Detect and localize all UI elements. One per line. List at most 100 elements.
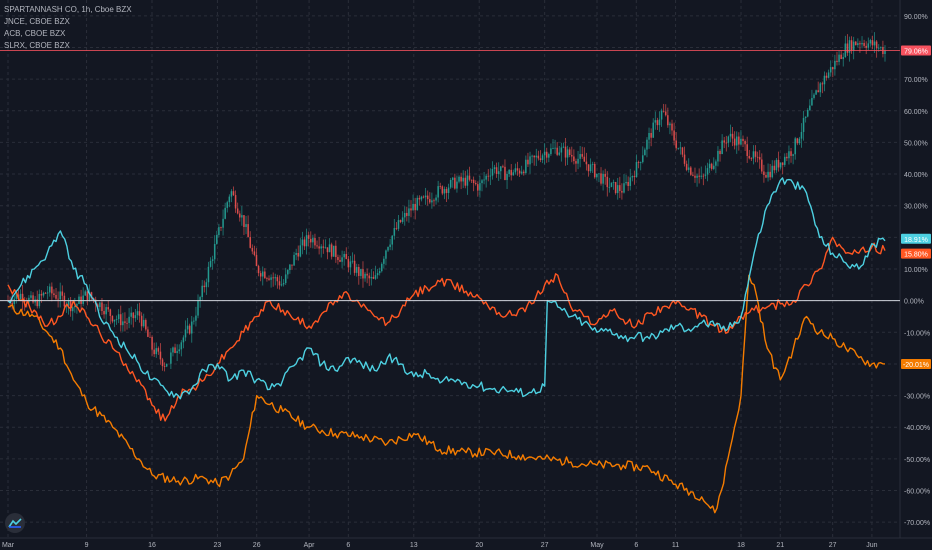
main-bar [550,148,552,155]
main-bar [466,175,469,186]
main-bar [685,163,688,170]
main-bar [654,120,657,123]
legend-main-symbol[interactable]: SPARTANNASH CO, 1h, Cboe BZX [4,5,132,14]
main-bar [481,180,483,184]
main-bar [763,171,765,176]
main-bar [520,171,523,174]
comparison-series [7,177,886,514]
main-bar [439,186,442,187]
main-bar [771,165,774,178]
main-bar [846,43,849,53]
main-bar [11,302,13,304]
main-bar [19,293,22,299]
main-bar [531,155,533,157]
main-bar [408,208,410,216]
main-bar [817,90,819,93]
main-bar [836,60,838,62]
main-bar [347,259,350,268]
main-bar [754,151,757,157]
main-bar [376,273,379,276]
legend-item-acb[interactable]: ACB, CBOE BZX [4,29,66,38]
main-bar [721,140,723,155]
main-bar [769,171,771,178]
main-bar [631,176,634,178]
main-bar [111,315,114,322]
main-bar [865,45,868,48]
main-bar [428,199,431,203]
main-bar [42,292,45,296]
main-bar [385,250,387,259]
main-bar [226,202,229,208]
main-bar [132,312,135,319]
main-bar [395,228,398,229]
main-bar [696,175,698,178]
main-bar [266,278,268,279]
main-bar [349,261,352,268]
main-bar [88,292,91,301]
main-bar [445,189,448,194]
main-bar [829,67,832,73]
main-bar [819,83,822,93]
x-tick-label: Mar [2,542,15,549]
x-tick-label: 6 [346,542,350,549]
main-bar [186,325,189,330]
main-bar [205,282,208,288]
reference-lines [0,49,900,302]
legend-item-jnce[interactable]: JNCE, CBOE BZX [4,17,70,26]
main-bar [506,174,508,180]
main-bar [629,177,632,186]
main-bar [126,322,128,324]
main-bar [694,175,696,178]
main-bar [861,42,863,45]
last-value-label-acb: 15.80% [904,252,928,259]
main-bar [700,175,703,177]
main-bar [272,277,274,279]
main-bar [706,168,709,175]
main-bar [360,269,362,276]
main-bar [149,336,151,338]
main-bar [884,50,886,55]
main-bar [230,191,233,197]
main-bar [138,311,141,316]
tradingview-logo-icon[interactable] [5,513,25,533]
main-bar [541,155,544,161]
main-bar [518,170,521,174]
main-bar [337,257,339,260]
main-bar [604,173,606,177]
main-bar [393,228,396,236]
y-tick-label: -70.00% [904,520,930,527]
main-bar [552,148,554,149]
main-bar [383,258,385,264]
y-tick-label: 60.00% [904,109,928,116]
main-bar [543,151,546,156]
legend-item-slrx[interactable]: SLRX, CBOE BZX [4,41,70,50]
main-bar [255,254,258,266]
main-bar [867,43,870,48]
main-bar [646,139,648,150]
main-bar [673,130,675,141]
main-bar [38,293,41,307]
x-tick-label: 16 [148,542,156,549]
main-bar [145,319,147,330]
main-bar [857,43,859,46]
main-bar [811,97,813,106]
series-line-acb [7,236,886,422]
main-bar [366,273,368,276]
main-bar [727,136,730,143]
main-bar [854,41,857,46]
main-bar [702,175,705,177]
main-bar [715,161,717,166]
main-bar [451,177,454,180]
main-bar [783,156,786,165]
main-bar [362,269,364,279]
main-bar [259,273,262,277]
main-bar [203,285,206,288]
main-bar [796,138,799,144]
x-tick-label: 9 [85,542,89,549]
last-value-label-jnce: -20.01% [903,362,929,369]
main-bar [802,117,805,132]
x-tick-label: 18 [737,542,745,549]
main-bar [234,195,237,209]
main-bar [213,243,216,260]
